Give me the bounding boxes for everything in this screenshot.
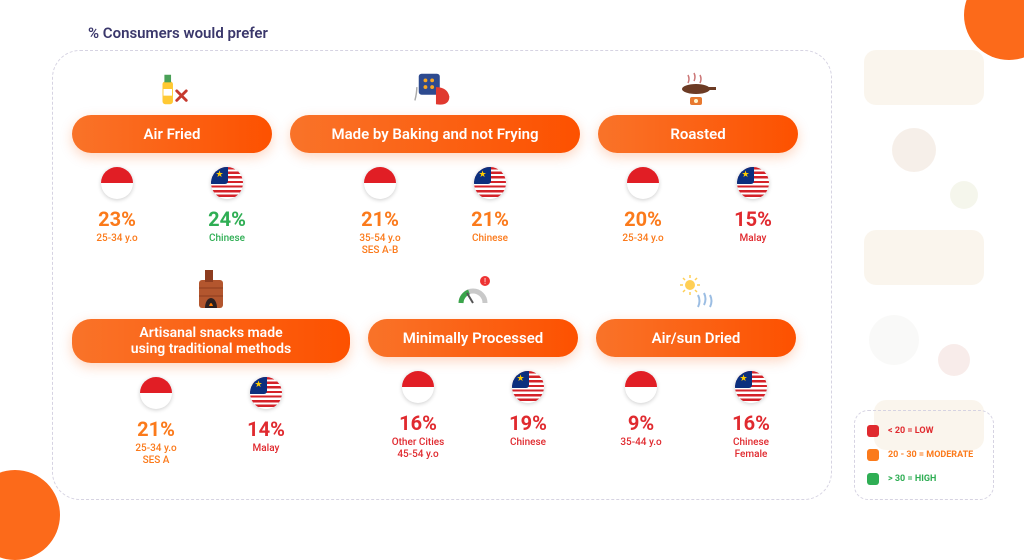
oven-mitt-icon <box>413 65 457 109</box>
card-label-pill: Minimally Processed <box>368 319 578 357</box>
flag-indonesia-icon <box>625 371 657 403</box>
stat-percent: 20% <box>624 209 662 229</box>
legend-item: 20 - 30 = MODERATE <box>867 449 981 461</box>
legend-label: < 20 = LOW <box>888 426 933 436</box>
stat-desc: Chinese <box>510 437 546 449</box>
legend-swatch <box>867 449 879 461</box>
row-2: Artisanal snacks madeusing traditional m… <box>72 269 812 467</box>
card-stats: 9% 35-44 y.o 16% ChineseFemale <box>601 371 791 461</box>
legend-box: < 20 = LOW 20 - 30 = MODERATE > 30 = HIGH <box>854 410 994 500</box>
stat-column: 9% 35-44 y.o <box>601 371 681 461</box>
stat-percent: 15% <box>734 209 772 229</box>
kiln-icon <box>191 269 231 313</box>
stat-column: 20% 25-34 y.o <box>603 167 683 245</box>
roast-pan-icon <box>678 65 718 109</box>
legend-swatch <box>867 425 879 437</box>
flag-malaysia-icon <box>250 377 282 409</box>
stat-desc: 25-34 y.oSES A <box>135 443 176 467</box>
oil-bottle-x-icon <box>153 65 191 109</box>
stat-percent: 16% <box>732 413 770 433</box>
pref-card: Made by Baking and not Frying 21% 35-54 y.… <box>290 65 580 257</box>
card-stats: 21% 35-54 y.oSES A-B 21% Chinese <box>340 167 530 257</box>
stat-percent: 19% <box>509 413 547 433</box>
flag-indonesia-icon <box>140 377 172 409</box>
card-label-pill: Air/sun Dried <box>596 319 796 357</box>
legend-item: < 20 = LOW <box>867 425 981 437</box>
stat-desc: Malay <box>740 233 767 245</box>
cards-grid: Air Fried23%25-34 y.o24%ChineseMade by B… <box>72 65 812 479</box>
stat-column: 15% Malay <box>713 167 793 245</box>
card-label-pill: Artisanal snacks madeusing traditional m… <box>72 319 350 363</box>
pref-card: Air Fried 23% 25-34 y.o 24% Chinese <box>72 65 272 257</box>
corner-accent-bottom-left <box>0 470 60 560</box>
stat-desc: Other Cities45-54 y.o <box>392 437 445 461</box>
card-label-pill: Roasted <box>598 115 798 153</box>
flag-indonesia-icon <box>402 371 434 403</box>
card-stats: 21% 25-34 y.oSES A 14% Malay <box>116 377 306 467</box>
legend-label: 20 - 30 = MODERATE <box>888 450 973 460</box>
flag-malaysia-icon <box>735 371 767 403</box>
card-stats: 23% 25-34 y.o 24% Chinese <box>77 167 267 245</box>
stat-percent: 14% <box>247 419 285 439</box>
stat-percent: 16% <box>399 413 437 433</box>
stat-desc: ChineseFemale <box>733 437 769 461</box>
stat-percent: 9% <box>628 413 654 433</box>
pref-card: Roasted 20% 25-34 y.o 15% Malay <box>598 65 798 257</box>
row-1: Air Fried23%25-34 y.o24%ChineseMade by B… <box>72 65 812 257</box>
stat-column: 19% Chinese <box>488 371 568 461</box>
stat-percent: 24% <box>208 209 246 229</box>
stat-desc: 25-34 y.o <box>622 233 663 245</box>
stat-desc: Chinese <box>472 233 508 245</box>
svg-text:!: ! <box>484 277 486 286</box>
stat-desc: Chinese <box>209 233 245 245</box>
stat-percent: 21% <box>471 209 509 229</box>
card-stats: 20% 25-34 y.o 15% Malay <box>603 167 793 245</box>
stat-desc: Malay <box>253 443 280 455</box>
card-label-pill: Air Fried <box>72 115 272 153</box>
flag-malaysia-icon <box>474 167 506 199</box>
flag-malaysia-icon <box>737 167 769 199</box>
minimal-dial-icon: ! <box>453 269 493 313</box>
stat-percent: 23% <box>98 209 136 229</box>
legend-label: > 30 = HIGH <box>888 474 936 484</box>
stat-column: 21% Chinese <box>450 167 530 257</box>
stat-column: 21% 25-34 y.oSES A <box>116 377 196 467</box>
flag-malaysia-icon <box>211 167 243 199</box>
sun-dry-icon <box>676 269 716 313</box>
stat-column: 21% 35-54 y.oSES A-B <box>340 167 420 257</box>
stat-desc: 35-44 y.o <box>620 437 661 449</box>
pref-card: ! Minimally Processed 16% Other Cities45-54… <box>368 269 578 467</box>
pref-card: Artisanal snacks madeusing traditional m… <box>72 269 350 467</box>
stat-percent: 21% <box>137 419 175 439</box>
legend-item: > 30 = HIGH <box>867 473 981 485</box>
flag-indonesia-icon <box>101 167 133 199</box>
stat-column: 16% ChineseFemale <box>711 371 791 461</box>
flag-malaysia-icon <box>512 371 544 403</box>
pref-card: Air/sun Dried 9% 35-44 y.o 16% ChineseFemale <box>596 269 796 467</box>
flag-indonesia-icon <box>627 167 659 199</box>
legend-swatch <box>867 473 879 485</box>
stat-column: 16% Other Cities45-54 y.o <box>378 371 458 461</box>
card-stats: 16% Other Cities45-54 y.o 19% Chinese <box>378 371 568 461</box>
background-snacks-decoration <box>854 40 1014 460</box>
stat-column: 23% 25-34 y.o <box>77 167 157 245</box>
stat-column: 14% Malay <box>226 377 306 467</box>
card-label-pill: Made by Baking and not Frying <box>290 115 580 153</box>
stat-percent: 21% <box>361 209 399 229</box>
flag-indonesia-icon <box>364 167 396 199</box>
stat-desc: 25-34 y.o <box>96 233 137 245</box>
page-title: % Consumers would prefer <box>88 24 268 42</box>
stat-desc: 35-54 y.oSES A-B <box>359 233 400 257</box>
stat-column: 24% Chinese <box>187 167 267 245</box>
